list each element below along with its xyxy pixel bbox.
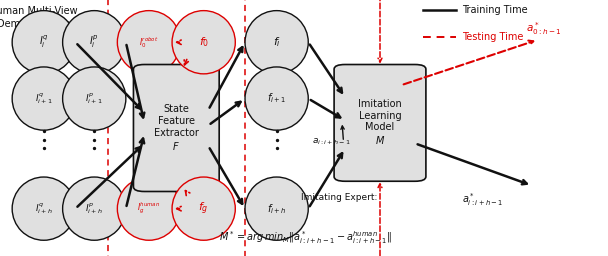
Text: $f_{i+h}$: $f_{i+h}$ bbox=[267, 202, 286, 216]
Ellipse shape bbox=[117, 177, 181, 240]
Ellipse shape bbox=[245, 11, 308, 74]
Text: $I_0^{robot}$: $I_0^{robot}$ bbox=[139, 35, 159, 50]
Text: $I_{i+h}^q$: $I_{i+h}^q$ bbox=[35, 201, 53, 216]
Text: $f_0$: $f_0$ bbox=[199, 35, 209, 49]
Text: $I_i^p$: $I_i^p$ bbox=[89, 34, 99, 50]
Text: Training Time: Training Time bbox=[462, 5, 528, 15]
Text: Testing Time: Testing Time bbox=[462, 32, 523, 42]
FancyBboxPatch shape bbox=[133, 65, 219, 191]
Text: State
Feature
Extractor
$F$: State Feature Extractor $F$ bbox=[154, 104, 199, 152]
FancyBboxPatch shape bbox=[334, 65, 426, 181]
Text: Imitation
Learning
Model
$M$: Imitation Learning Model $M$ bbox=[358, 99, 402, 146]
Text: $I_{i+1}^q$: $I_{i+1}^q$ bbox=[35, 91, 53, 106]
Ellipse shape bbox=[117, 11, 181, 74]
Ellipse shape bbox=[12, 177, 75, 240]
Ellipse shape bbox=[245, 67, 308, 130]
Ellipse shape bbox=[245, 177, 308, 240]
Text: $I_{i+1}^p$: $I_{i+1}^p$ bbox=[85, 91, 103, 106]
Ellipse shape bbox=[12, 11, 75, 74]
Ellipse shape bbox=[63, 67, 126, 130]
Text: Imitating Expert:: Imitating Expert: bbox=[301, 193, 378, 202]
Ellipse shape bbox=[172, 177, 235, 240]
Text: $a^*_{i:i+h-1}$: $a^*_{i:i+h-1}$ bbox=[462, 191, 503, 208]
Text: $I_i^q$: $I_i^q$ bbox=[39, 34, 49, 50]
Text: $I_g^{human}$: $I_g^{human}$ bbox=[137, 201, 161, 216]
Text: $I_{i+h}^p$: $I_{i+h}^p$ bbox=[85, 201, 103, 216]
Ellipse shape bbox=[63, 177, 126, 240]
Text: $a_{i:i+h-1}$: $a_{i:i+h-1}$ bbox=[312, 137, 351, 147]
Ellipse shape bbox=[172, 11, 235, 74]
Ellipse shape bbox=[63, 11, 126, 74]
Text: $f_i$: $f_i$ bbox=[272, 35, 281, 49]
Text: $f_{i+1}$: $f_{i+1}$ bbox=[267, 92, 286, 105]
Text: $f_g$: $f_g$ bbox=[198, 200, 209, 217]
Text: $a^*_{0:h-1}$: $a^*_{0:h-1}$ bbox=[527, 20, 562, 37]
Ellipse shape bbox=[12, 67, 75, 130]
Text: $M^* = arg\,min_M\|a^*_{i:i+h-1} - a^{human}_{i:i+h-1}\|$: $M^* = arg\,min_M\|a^*_{i:i+h-1} - a^{hu… bbox=[219, 230, 392, 247]
Text: Human Multi-View
Demonstration: Human Multi-View Demonstration bbox=[0, 6, 78, 29]
